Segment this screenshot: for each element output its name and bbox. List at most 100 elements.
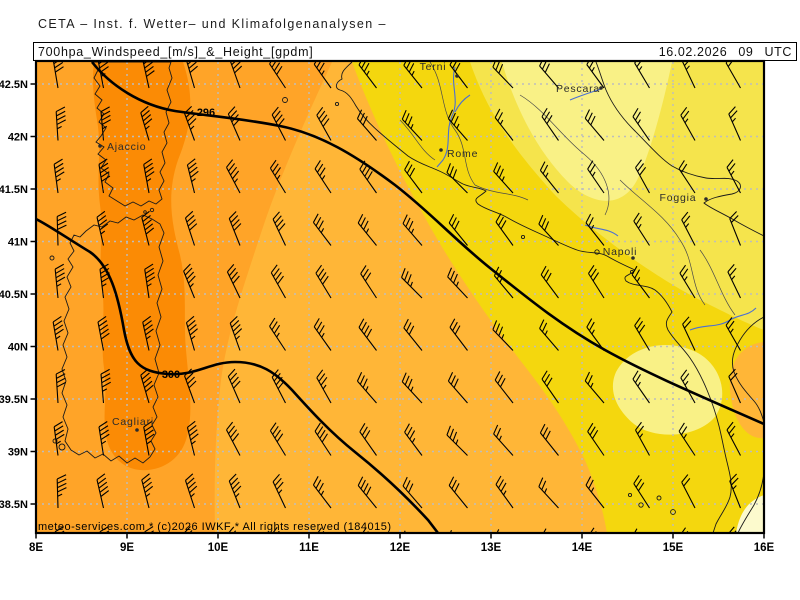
wind-barb-feather: [276, 219, 284, 228]
wind-barb-feather: [101, 373, 111, 379]
wind-barb-feather: [360, 479, 366, 490]
wind-barb: [269, 317, 286, 351]
wind-barb-feather: [587, 160, 594, 170]
wind-barb-feather: [188, 118, 197, 126]
wind-barb-half-feather: [501, 176, 505, 182]
wind-barb-feather: [187, 219, 196, 227]
wind-barb: [228, 473, 242, 509]
wind-barb: [356, 371, 377, 404]
wind-barb-feather: [231, 114, 239, 123]
wind-barb-feather: [185, 110, 194, 118]
wind-barb-feather: [587, 422, 594, 432]
wind-barb: [316, 369, 332, 404]
wind-barb: [541, 107, 559, 141]
lat-tick-label: 40.5N: [0, 289, 28, 301]
wind-barb-feather: [590, 268, 597, 278]
wind-barb-feather: [98, 219, 108, 227]
wind-barb-feather: [320, 376, 328, 386]
wind-barb-feather: [453, 115, 459, 126]
wind-barb-feather: [639, 166, 647, 176]
wind-barb-feather: [183, 263, 191, 272]
wind-barb-feather: [144, 429, 154, 436]
wind-barb-feather: [728, 106, 736, 115]
wind-barb-staff: [404, 169, 423, 194]
wind-barb-staff: [316, 114, 332, 141]
wind-barb: [586, 318, 605, 351]
wind-barb-feather: [632, 370, 639, 380]
wind-barb-half-feather: [321, 175, 326, 180]
lon-tick-label: 16E: [754, 542, 775, 554]
wind-barb-feather: [99, 263, 109, 270]
wind-barb-half-feather: [455, 281, 459, 287]
wind-barb-half-feather: [278, 489, 283, 494]
wind-barb-feather: [499, 377, 506, 388]
city-label: Rome: [447, 148, 478, 160]
wind-barb-feather: [638, 324, 646, 334]
wind-barb-feather: [315, 216, 322, 227]
island-outline: [520, 234, 526, 240]
wind-barb-feather: [226, 159, 234, 168]
wind-barb-feather: [359, 375, 365, 385]
island-outline: [594, 249, 600, 255]
wind-barb-half-feather: [146, 178, 152, 182]
wind-barb-feather: [54, 425, 64, 432]
wind-barb-feather: [272, 473, 280, 483]
wind-barb-staff: [184, 217, 196, 246]
wind-barb-feather: [56, 377, 66, 384]
wind-barb-staff: [587, 431, 605, 456]
wind-barb-half-feather: [684, 118, 689, 124]
wind-barb-feather: [493, 424, 499, 435]
wind-barb-feather: [361, 426, 368, 436]
wind-barb-feather: [98, 481, 108, 489]
island-outline: [670, 509, 676, 515]
wind-barb: [492, 320, 514, 351]
wind-barb-feather: [277, 380, 285, 390]
wind-barb-staff: [631, 274, 650, 299]
wind-barb-staff: [357, 380, 377, 404]
wind-barb: [494, 371, 514, 404]
wind-barb-feather: [144, 380, 153, 388]
wind-barb: [54, 263, 66, 299]
wind-barb-feather: [545, 272, 552, 282]
wind-barb-feather: [588, 527, 595, 533]
wind-barb-half-feather: [731, 275, 736, 280]
page-title: CETA – Inst. f. Wetter– und Klimafolgena…: [38, 17, 387, 31]
wind-barb: [632, 370, 650, 404]
wind-barb: [140, 105, 153, 141]
wind-barb-staff: [142, 322, 150, 351]
wind-barb: [357, 476, 377, 509]
wind-barb-staff: [52, 62, 59, 89]
wind-barb-half-feather: [499, 277, 503, 283]
wind-barb-feather: [141, 372, 150, 380]
wind-barb: [184, 368, 197, 404]
wind-barb-feather: [364, 430, 371, 440]
wind-barb: [272, 211, 286, 246]
wind-barb: [540, 265, 559, 299]
wind-barb-staff: [56, 216, 59, 246]
wind-barb-half-feather: [544, 488, 548, 494]
wind-barb: [541, 370, 559, 404]
wind-barb-feather: [402, 476, 408, 487]
wind-barb-feather: [228, 473, 237, 482]
lon-tick-label: 9E: [120, 542, 134, 554]
wind-barb-feather: [451, 217, 457, 227]
wind-barb-feather: [316, 62, 323, 69]
wind-barb-staff: [272, 481, 286, 509]
wind-barb: [141, 210, 155, 246]
island-outline: [282, 97, 288, 103]
wind-barb: [53, 158, 65, 194]
wind-barb-feather: [539, 161, 546, 171]
lon-tick-label: 15E: [663, 542, 684, 554]
wind-barb-feather: [54, 162, 64, 169]
wind-barb-feather: [359, 160, 366, 170]
wind-barb-feather: [187, 320, 196, 328]
wind-barb-half-feather: [456, 123, 460, 129]
wind-barb-staff: [144, 269, 150, 299]
wind-barb-feather: [144, 166, 154, 174]
wind-barb-feather: [187, 420, 196, 428]
wind-barb-half-feather: [365, 386, 369, 392]
wind-barb-feather: [589, 426, 596, 436]
wind-barb-staff: [404, 431, 423, 456]
wind-barb-staff: [312, 222, 332, 246]
wind-barb-half-feather: [190, 335, 196, 340]
